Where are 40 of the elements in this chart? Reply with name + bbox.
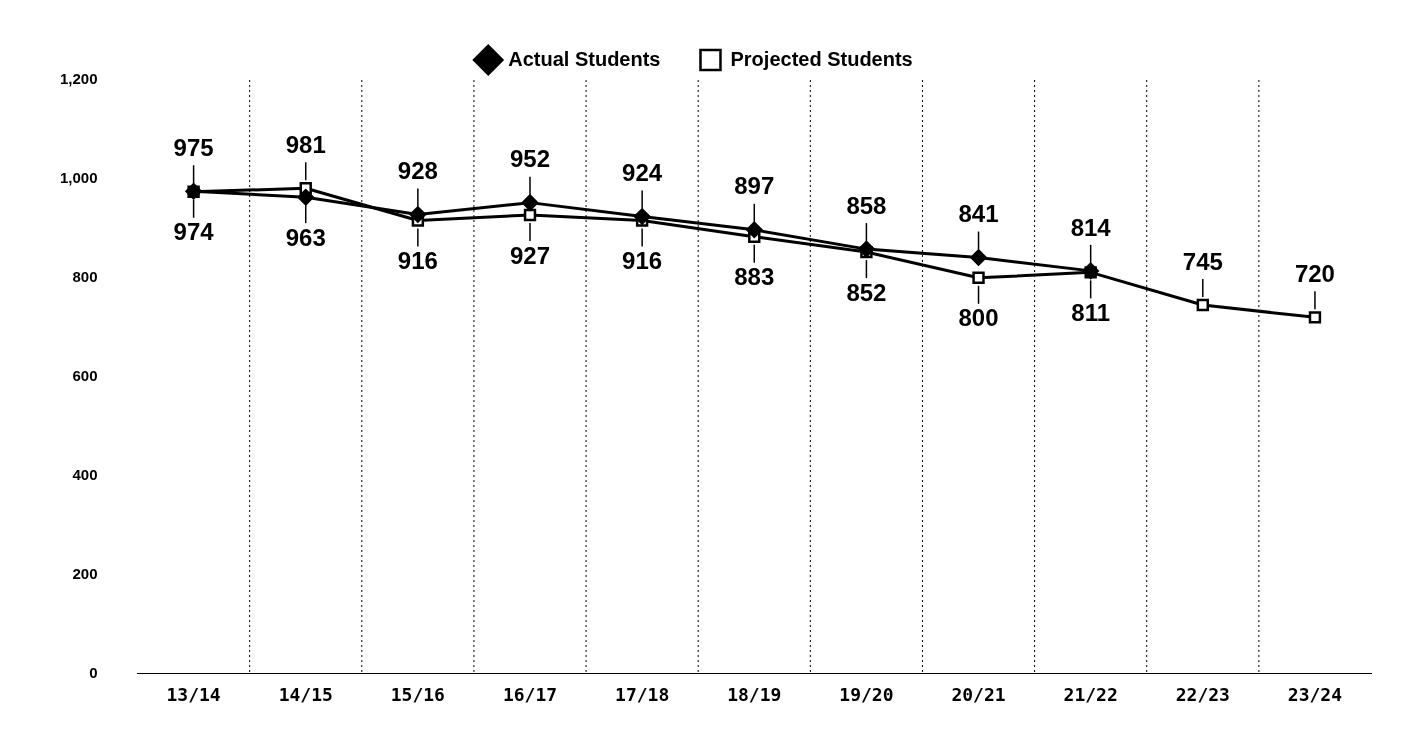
- data-label: 975: [173, 133, 214, 161]
- data-label: 800: [958, 304, 999, 332]
- y-tick-label: 200: [72, 564, 98, 582]
- x-tick-label: 14/15: [278, 683, 333, 705]
- data-label: 883: [734, 263, 775, 291]
- y-tick-label: 1,000: [59, 169, 98, 187]
- x-tick-label: 13/14: [166, 683, 221, 705]
- y-tick-label: 0: [89, 663, 98, 681]
- data-label: 841: [958, 200, 999, 228]
- x-tick-label: 21/22: [1063, 683, 1118, 705]
- data-label: 963: [285, 223, 326, 251]
- x-tick-label: 19/20: [839, 683, 894, 705]
- data-label: 916: [397, 247, 438, 275]
- data-label: 897: [734, 172, 775, 200]
- legend-label: Actual Students: [508, 47, 661, 70]
- data-label: 927: [509, 241, 551, 269]
- data-label: 974: [173, 218, 215, 246]
- data-label: 858: [846, 191, 887, 219]
- data-label: 981: [285, 130, 326, 158]
- data-label: 916: [622, 247, 663, 275]
- x-tick-label: 22/23: [1175, 683, 1230, 705]
- data-label: 928: [397, 157, 438, 185]
- x-tick-label: 18/19: [727, 683, 782, 705]
- y-tick-label: 1,200: [59, 70, 98, 88]
- x-tick-label: 20/21: [951, 683, 1006, 705]
- data-label: 745: [1182, 247, 1223, 275]
- data-label: 814: [1070, 213, 1112, 241]
- x-tick-label: 23/24: [1287, 683, 1343, 705]
- legend-label: Projected Students: [730, 47, 913, 70]
- x-tick-label: 16/17: [502, 683, 558, 705]
- data-label: 852: [846, 278, 887, 306]
- data-label: 952: [509, 145, 551, 173]
- x-tick-label: 17/18: [615, 683, 670, 705]
- data-label: 720: [1294, 259, 1335, 287]
- data-label: 811: [1071, 298, 1111, 326]
- y-tick-label: 800: [72, 267, 98, 285]
- x-tick-label: 15/16: [390, 683, 445, 705]
- y-tick-label: 600: [72, 366, 98, 384]
- y-tick-label: 400: [72, 465, 98, 483]
- data-label: 924: [622, 159, 663, 187]
